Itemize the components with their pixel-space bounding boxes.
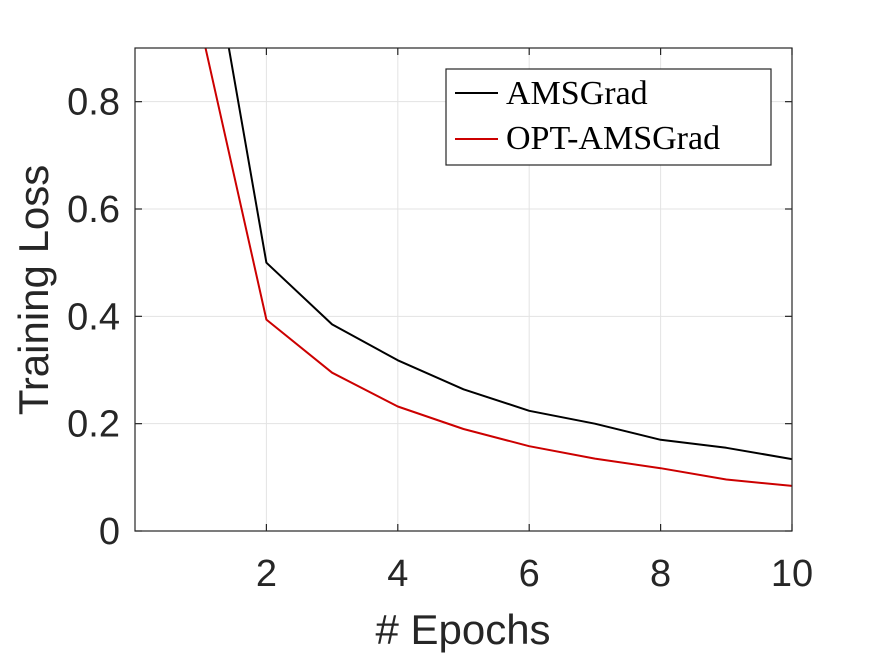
y-tick-label: 0 [99, 511, 120, 553]
x-tick-label: 4 [387, 553, 408, 595]
x-tick-label: 8 [650, 553, 671, 595]
x-axis-title: # Epochs [375, 606, 550, 653]
y-tick-label: 0.8 [67, 82, 120, 124]
x-tick-label: 6 [519, 553, 540, 595]
legend-label-opt-amsgrad: OPT-AMSGrad [506, 120, 720, 157]
axes-box [134, 47, 793, 532]
x-tick-label: 10 [771, 553, 813, 595]
y-tick-label: 0.2 [67, 404, 120, 446]
x-tick-label: 2 [256, 553, 277, 595]
axes [134, 47, 793, 532]
legend-box [445, 68, 772, 166]
series-lines [204, 48, 792, 487]
series-line-opt-amsgrad [204, 48, 792, 487]
y-axis-title: Training Loss [10, 165, 57, 416]
legend-label-amsgrad: AMSGrad [506, 75, 648, 112]
legend: AMSGrad OPT-AMSGrad [445, 68, 772, 166]
series-line-amsgrad [227, 48, 792, 461]
y-tick-label: 0.4 [67, 296, 120, 338]
y-tick-label: 0.6 [67, 189, 120, 231]
tick-labels: 2 4 6 8 10 0 0.2 0.4 0.6 0.8 [67, 82, 813, 595]
